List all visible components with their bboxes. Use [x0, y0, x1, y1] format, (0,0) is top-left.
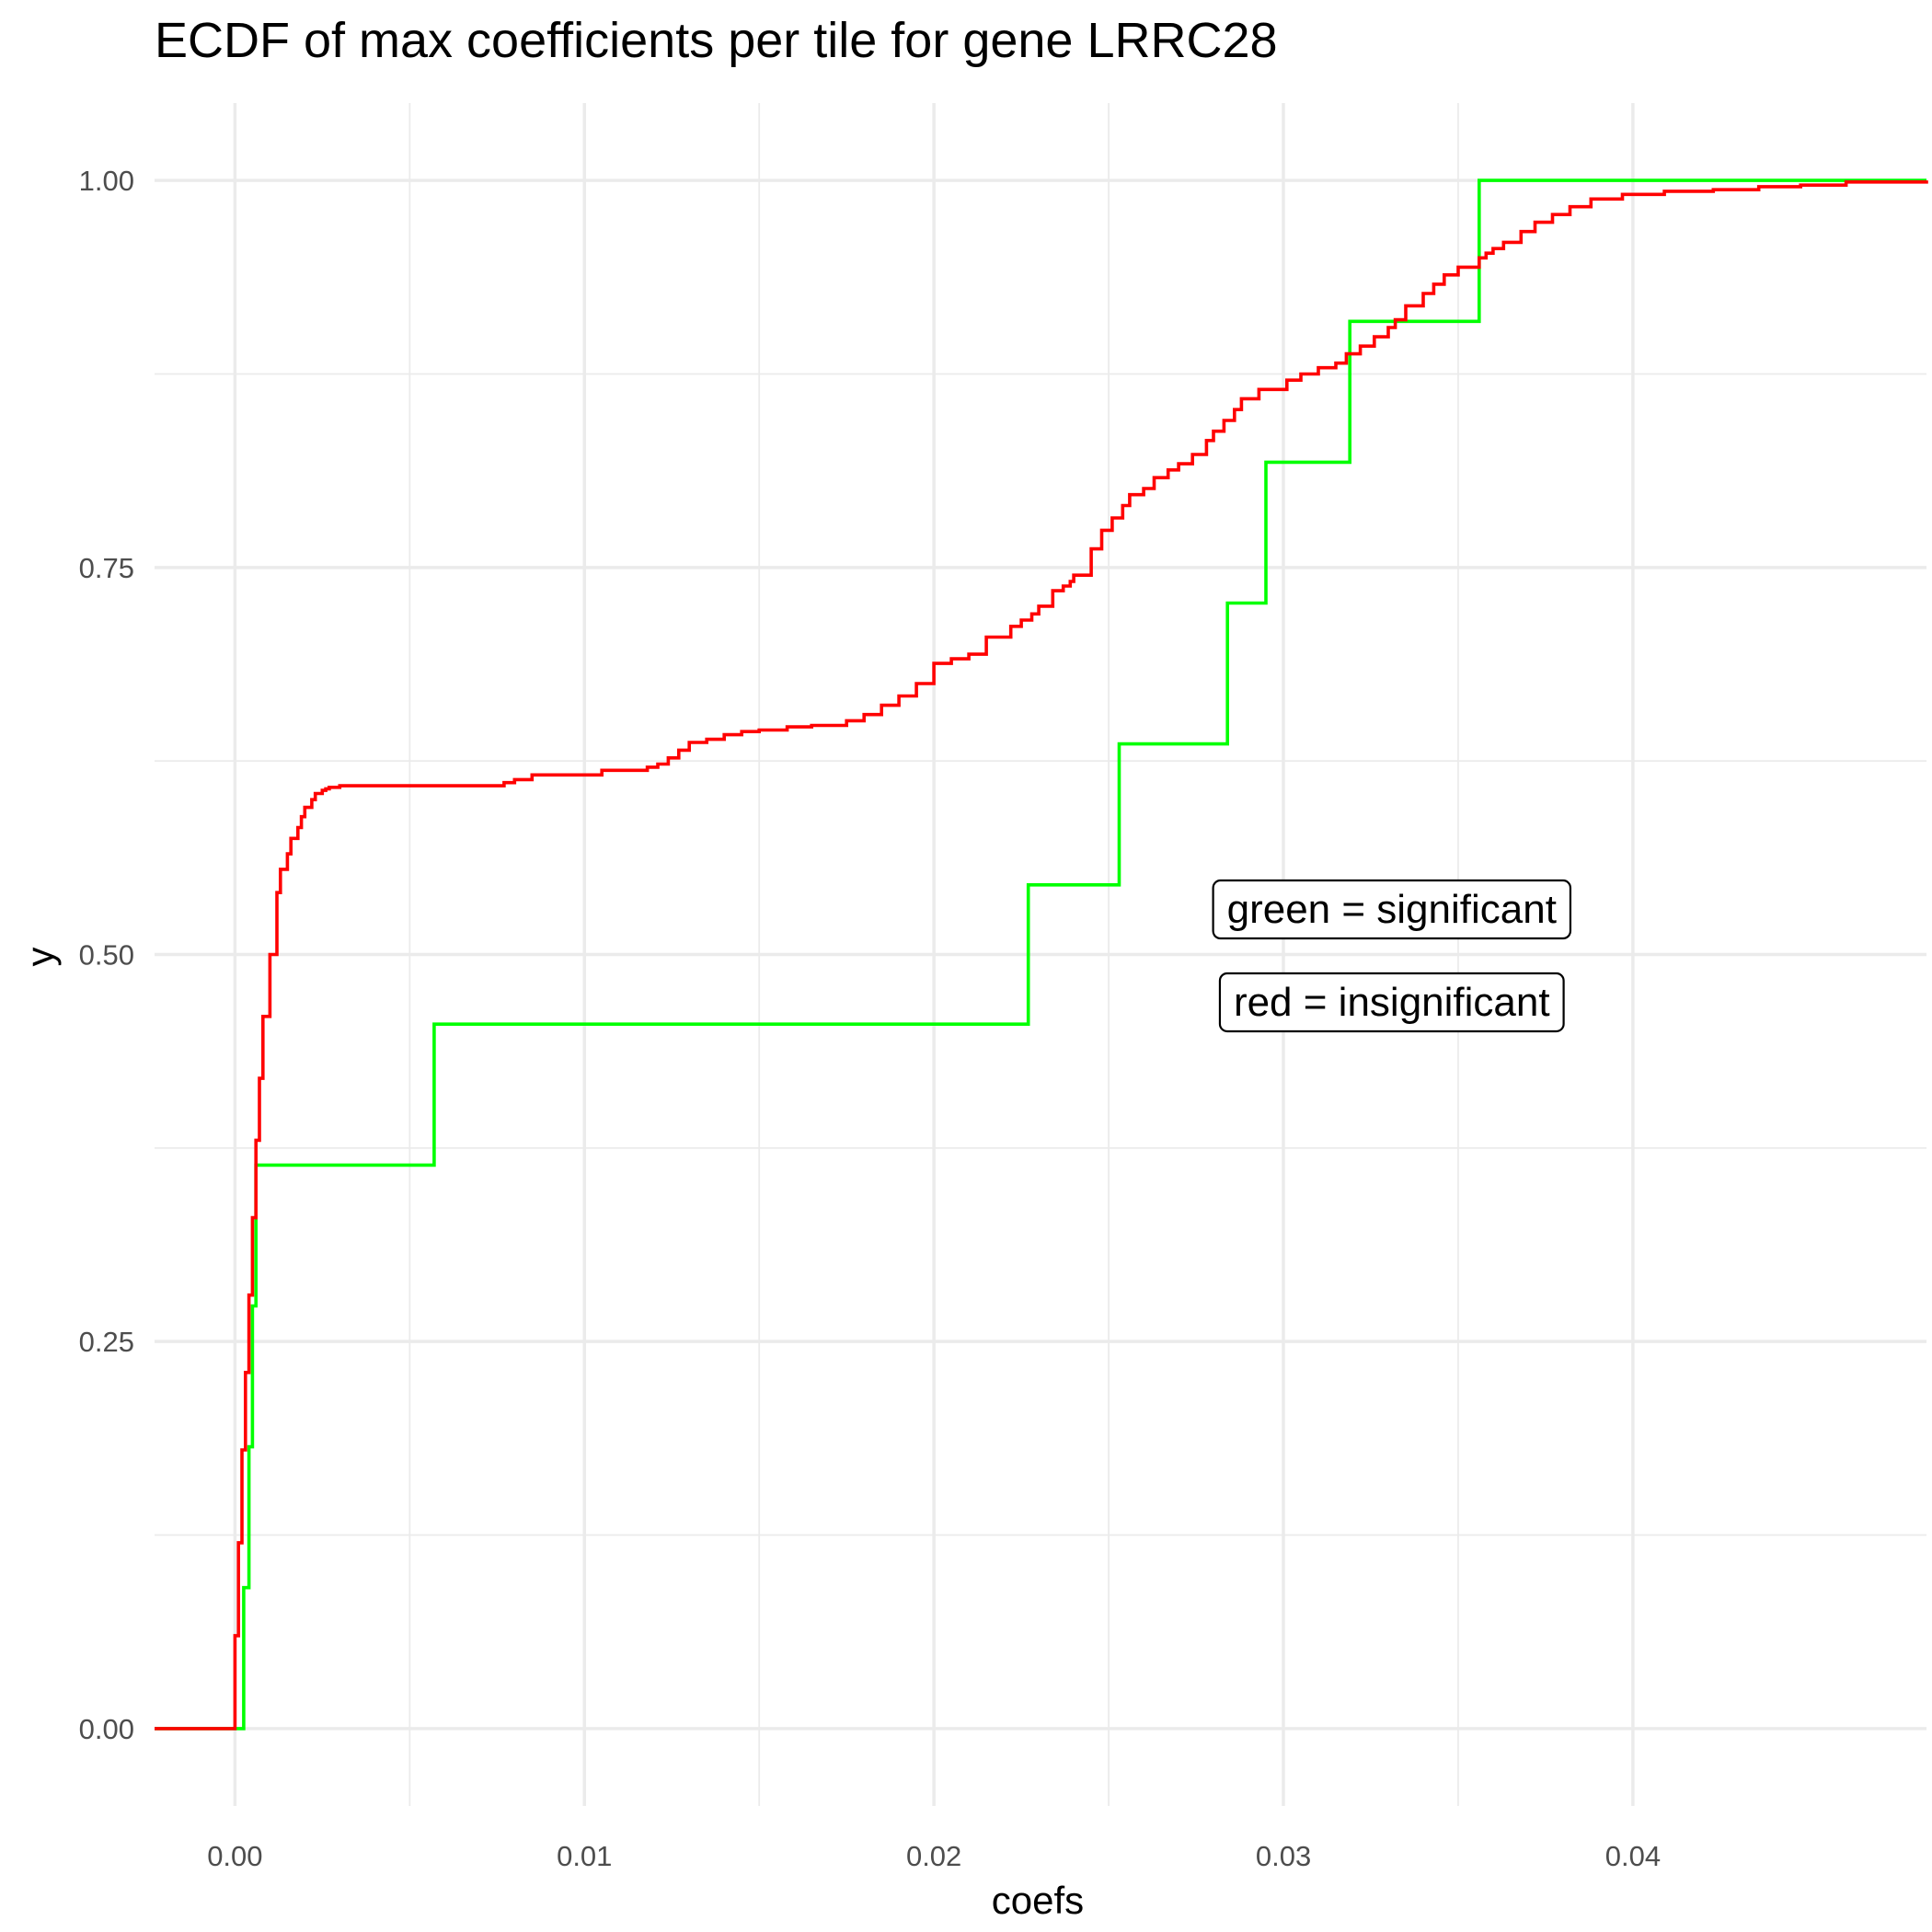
insignificant-ecdf-line [155, 180, 1928, 1731]
x-tick-label: 0.03 [1256, 1840, 1311, 1872]
y-axis-title: y [18, 948, 62, 967]
annotation-box [1212, 879, 1572, 940]
y-tick-label: 1.00 [79, 165, 134, 197]
chart-title: ECDF of max coefficients per tile for ge… [155, 13, 1278, 68]
y-tick-label: 0.50 [79, 939, 134, 972]
annotation-text: green = significant [1227, 887, 1557, 932]
x-tick-label: 0.01 [557, 1840, 612, 1872]
x-axis-title: coefs [992, 1879, 1084, 1922]
tick-labels: 0.00 0.01 0.02 0.03 0.04 0.00 0.25 0.50 0.75 1.00 [79, 165, 1661, 1872]
grid [155, 103, 1926, 1806]
annotation-text: red = insignificant [1234, 980, 1550, 1025]
annotation-label: green = significant [1212, 879, 1572, 940]
significant-ecdf-line [155, 178, 1926, 1731]
y-tick-label: 0.00 [79, 1713, 134, 1745]
y-tick-label: 0.75 [79, 552, 134, 584]
annotation-box [1218, 972, 1565, 1033]
annotation-label: red = insignificant [1218, 972, 1565, 1033]
annotations: green = significant red = insignificant [1212, 879, 1572, 1033]
series-layer [155, 178, 1928, 1731]
x-tick-label: 0.02 [906, 1840, 961, 1872]
y-tick-label: 0.25 [79, 1326, 134, 1358]
x-tick-label: 0.00 [207, 1840, 262, 1872]
x-tick-label: 0.04 [1605, 1840, 1661, 1872]
